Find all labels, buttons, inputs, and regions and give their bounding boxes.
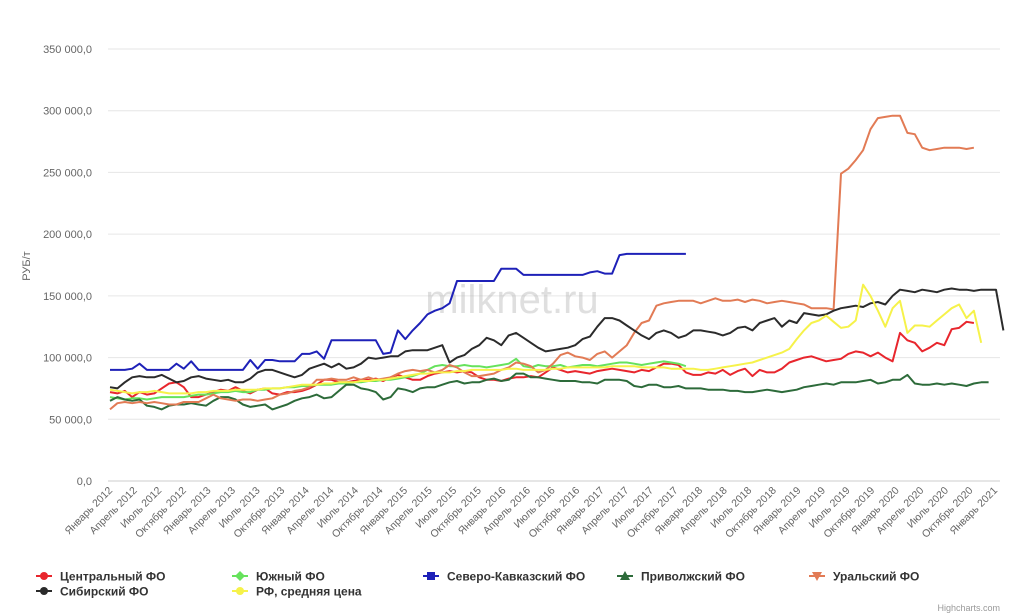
y-axis-ticks: 0,0 50 000,0 100 000,0 150 000,0 200 000,0 25… [43, 44, 92, 488]
watermark: milknet.ru [425, 278, 598, 322]
legend-item-5[interactable]: Сибирский ФО [36, 585, 149, 599]
series-line-2[interactable] [110, 252, 686, 371]
legend-marker-0 [40, 572, 48, 580]
legend-label: РФ, средняя цена [256, 585, 362, 599]
legend-marker-2 [427, 572, 435, 580]
y-tick-label: 150 000,0 [43, 291, 92, 303]
legend-label: Сибирский ФО [60, 585, 149, 599]
legend-marker-5 [40, 587, 48, 595]
series-layer [109, 114, 1005, 411]
legend-marker-4 [812, 572, 822, 581]
legend-label: Северо-Кавказский ФО [447, 570, 585, 584]
legend-item-6[interactable]: РФ, средняя цена [232, 585, 362, 599]
y-tick-label: 200 000,0 [43, 229, 92, 241]
legend-marker-6 [236, 587, 244, 595]
legend-marker-3 [620, 571, 630, 580]
y-tick-label: 100 000,0 [43, 353, 92, 365]
grid-lines [108, 48, 1000, 482]
series-line-3[interactable] [109, 372, 989, 411]
y-tick-label: 0,0 [77, 476, 92, 488]
series-line-4[interactable] [109, 114, 975, 411]
legend-label: Приволжский ФО [641, 570, 745, 584]
y-tick-label: 300 000,0 [43, 106, 92, 118]
legend-label: Уральский ФО [833, 570, 919, 584]
legend-label: Южный ФО [256, 570, 325, 584]
y-tick-label: 250 000,0 [43, 167, 92, 179]
legend-marker-1 [235, 571, 245, 581]
legend-item-4[interactable]: Уральский ФО [809, 570, 919, 584]
y-axis-title: РУБ/т [21, 251, 33, 280]
watermark-layer: milknet.ru [425, 278, 598, 322]
legend-item-1[interactable]: Южный ФО [232, 570, 325, 584]
y-tick-label: 350 000,0 [43, 44, 92, 56]
series-line-1[interactable] [109, 357, 687, 401]
legend-item-3[interactable]: Приволжский ФО [617, 570, 745, 584]
legend-label: Центральный ФО [60, 570, 166, 584]
series-line-0[interactable] [109, 320, 975, 399]
series-line-6[interactable] [109, 283, 983, 395]
legend-item-2[interactable]: Северо-Кавказский ФО [423, 570, 585, 584]
chart-credit[interactable]: Highcharts.com [937, 603, 1000, 613]
legend-item-0[interactable]: Центральный ФО [36, 570, 166, 584]
series-line-5[interactable] [109, 287, 1005, 390]
y-tick-label: 50 000,0 [49, 414, 92, 426]
legend[interactable]: Центральный ФО Южный ФО Северо-Кавказский … [36, 570, 919, 599]
